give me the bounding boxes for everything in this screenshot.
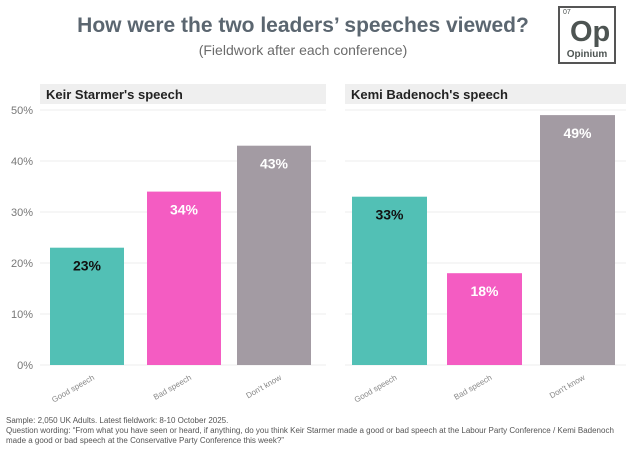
x-tick-label: Good speech	[50, 373, 96, 405]
bar-good-speech	[352, 196, 427, 365]
bar-don-t-know	[540, 115, 615, 365]
logo-number: 07	[563, 9, 571, 16]
opinium-logo: 07 Op Opinium	[558, 6, 616, 64]
question-wording: Question wording: “From what you have se…	[6, 426, 614, 445]
y-tick-label: 20%	[11, 258, 33, 270]
panel-header-bg	[345, 84, 626, 104]
panel-header-bg	[40, 84, 326, 104]
data-label: 43%	[260, 156, 289, 172]
y-tick-label: 0%	[17, 360, 33, 372]
y-tick-label: 10%	[11, 309, 33, 321]
data-label: 49%	[563, 125, 592, 141]
bar-don-t-know	[237, 145, 311, 365]
sample-note: Sample: 2,050 UK Adults. Latest fieldwor…	[6, 416, 229, 425]
logo-name: Opinium	[566, 49, 608, 60]
x-tick-label: Don't know	[548, 373, 587, 401]
logo-mark: Op	[570, 16, 611, 48]
x-tick-label: Bad speech	[452, 373, 493, 402]
chart-subtitle: (Fieldwork after each conference)	[198, 42, 408, 58]
x-tick-label: Bad speech	[152, 373, 193, 402]
data-label: 33%	[375, 207, 404, 223]
data-label: 23%	[73, 258, 102, 274]
data-label: 34%	[170, 202, 199, 218]
panel-title: Keir Starmer's speech	[46, 87, 183, 102]
y-tick-label: 40%	[11, 156, 33, 168]
panel-title: Kemi Badenoch's speech	[351, 87, 508, 102]
bar-good-speech	[50, 247, 124, 365]
chart-title: How were the two leaders’ speeches viewe…	[77, 14, 529, 37]
y-tick-label: 30%	[11, 207, 33, 219]
x-tick-label: Don't know	[244, 373, 283, 401]
footnote: Sample: 2,050 UK Adults. Latest fieldwor…	[6, 416, 631, 446]
bar-bad-speech	[147, 191, 221, 365]
x-tick-label: Good speech	[353, 373, 399, 405]
bar-bad-speech	[447, 273, 522, 365]
data-label: 18%	[470, 283, 499, 299]
y-tick-label: 50%	[11, 105, 33, 117]
